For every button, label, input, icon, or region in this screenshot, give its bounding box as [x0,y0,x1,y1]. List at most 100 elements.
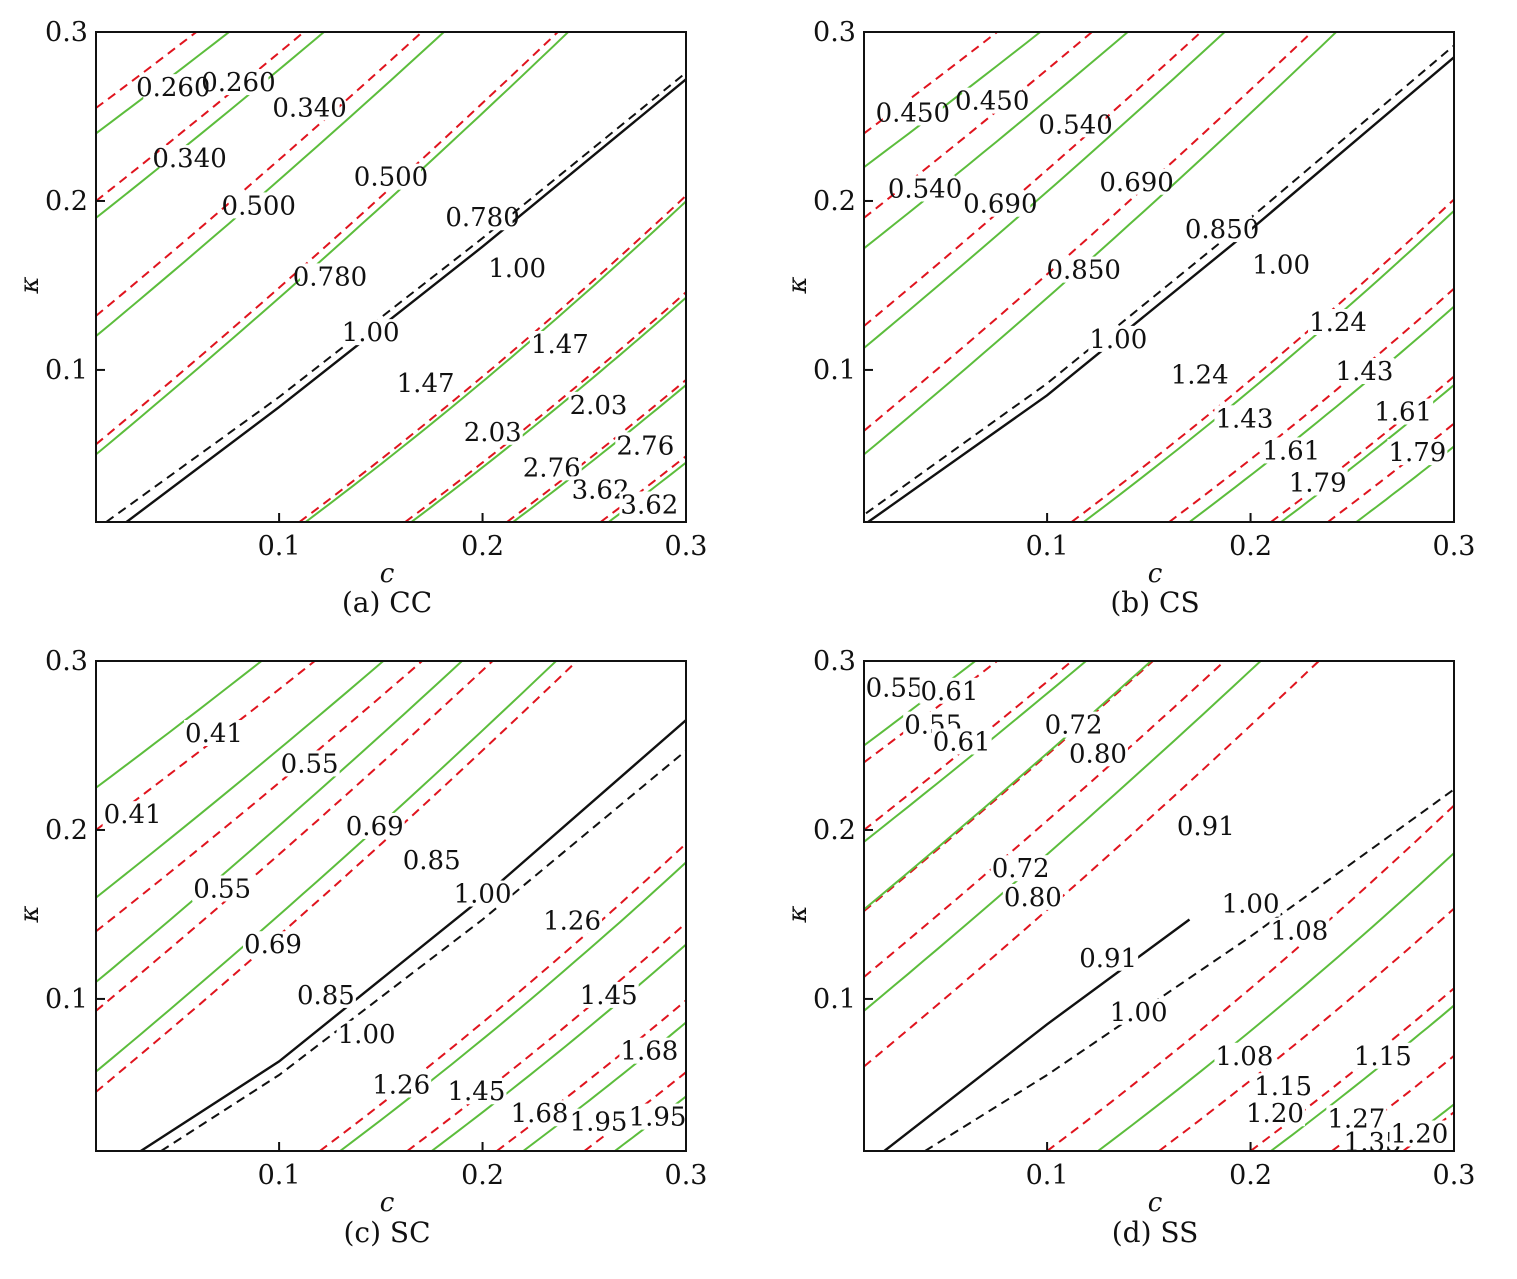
contour-label: 0.80 [1069,739,1127,769]
contour-label-bg [336,1020,397,1047]
panel-caption: (d) SS [1112,1216,1199,1249]
dashed-contour-0.500 [96,32,424,317]
y-tick-label: 0.1 [45,984,88,1015]
axes-frame [95,31,687,523]
contour-label-bg [1106,168,1167,195]
contour-label-bg [395,369,456,396]
contour-label-bg [895,175,956,202]
contour-label-bg [1088,325,1149,352]
contour-label-bg [401,846,462,873]
contour-label: 0.41 [185,719,243,749]
contour-label-bg [542,907,603,934]
axes-frame [95,660,687,1152]
contour-label-bg [627,1103,686,1130]
contour-label: 1.00 [338,1020,396,1050]
contour-label-bg [1269,917,1330,944]
contour-label-bg [1373,398,1434,425]
contour-label-bg [619,491,680,518]
contour-label: 0.61 [921,677,979,707]
contour-label-bg [1214,1042,1275,1069]
contour-label-bg [159,145,220,172]
solid-contour-1.47 [304,199,686,522]
plot-area: 0.2600.2600.3400.3400.5000.5000.7800.780… [96,32,686,522]
contour-label-bg [931,728,992,755]
dashed-contour-1.15 [1158,907,1454,1151]
contour-label-bg [192,875,253,902]
dashed-contour-0.55 [96,661,424,933]
contour-label-bg [568,1108,629,1135]
contour-label-bg [864,674,925,701]
x-tick-label: 0.2 [1229,531,1272,562]
contour-label: 0.260 [136,73,210,103]
contour-label: 1.20 [1390,1119,1448,1149]
contour-label: 0.85 [297,981,355,1011]
solid-contour-0.69 [96,661,464,983]
contour-label-bg [1389,1120,1450,1147]
contour-label: 0.260 [201,68,275,98]
contour-label-bg [962,87,1023,114]
y-tick-label: 0.3 [45,17,88,48]
contour-label: 1.20 [1246,1099,1304,1129]
panel-1: 0.450 0.4500.5400.5400.6900.6900.8500.850… [783,17,1475,619]
x-tick-label: 0.1 [258,1160,301,1191]
contour-label: 0.780 [445,203,519,233]
x-tick-label: 0.3 [665,1160,708,1191]
x-tick-label: 0.2 [461,1160,504,1191]
y-axis-label: κ [15,905,45,923]
contour-label: 0.540 [888,175,962,205]
dashed-contour-0.260 [96,32,198,109]
plot-area: 0.41 0.41 0.55 0.55 0.69 0.69 0.85 0.85 1.00 1.00… [96,661,686,1151]
x-tick-label: 0.1 [1026,1160,1069,1191]
contour-label-bg [1244,1100,1305,1127]
solid-contour-0.41 [96,661,264,789]
solid-contour-0.55 [96,661,385,899]
contour-label-bg [568,391,629,418]
solid-contour-0.55 [864,661,977,747]
contour-label: 1.47 [397,369,455,399]
dashed-contour-0.690 [864,32,1203,327]
contour-label: 1.45 [580,981,638,1011]
contour-label: 1.68 [511,1099,569,1129]
y-tick-label: 0.2 [45,186,88,217]
contour-label-bg [184,720,244,747]
contour-label: 0.72 [1045,711,1103,741]
y-tick-label: 0.1 [813,984,856,1015]
contour-label-bg [243,931,303,958]
contour-label: 1.61 [1374,398,1432,428]
x-axis-label: c [380,1188,395,1218]
y-tick-label: 0.2 [813,815,856,846]
contour-label: 1.24 [1171,360,1229,390]
x-tick-label: 0.1 [1026,531,1069,562]
contour-label: 0.850 [1185,215,1259,245]
unity-dashed-contour [105,71,686,522]
solid-contour-0.450 [864,32,1042,168]
x-tick-label: 0.1 [258,531,301,562]
contour-label: 1.00 [1222,890,1280,920]
contour-label-bg [529,330,590,357]
plot-area: 0.550.610.550.610.720.800.910.720.80 1.00… [864,661,1454,1158]
contour-label: 0.41 [104,800,162,830]
contour-label: 1.00 [342,318,400,348]
contour-label: 1.15 [1254,1072,1312,1102]
contour-label: 3.62 [620,490,678,520]
contour-label-bg [1287,469,1348,496]
y-tick-label: 0.2 [45,815,88,846]
contour-label-bg [1169,361,1230,388]
contour-label: 0.500 [222,191,296,221]
contour-label: 0.69 [244,930,302,960]
dashed-contour-0.80 [864,661,1227,978]
contour-label-bg [1334,358,1395,384]
solid-contour-2.03 [410,296,686,522]
contour-label: 1.35 [1344,1128,1402,1158]
axes-frame [863,31,1455,523]
contour-label: 0.340 [152,144,226,174]
contour-label: 1.00 [1089,325,1147,355]
contour-label: 1.08 [1270,917,1328,947]
contour-label-bg [521,454,582,481]
y-axis-label: κ [783,905,813,923]
solid-contour-1.45 [431,943,686,1151]
y-axis-label: κ [783,276,813,294]
contour-label: 0.690 [1099,168,1173,198]
contour-label: 1.61 [1262,436,1320,466]
